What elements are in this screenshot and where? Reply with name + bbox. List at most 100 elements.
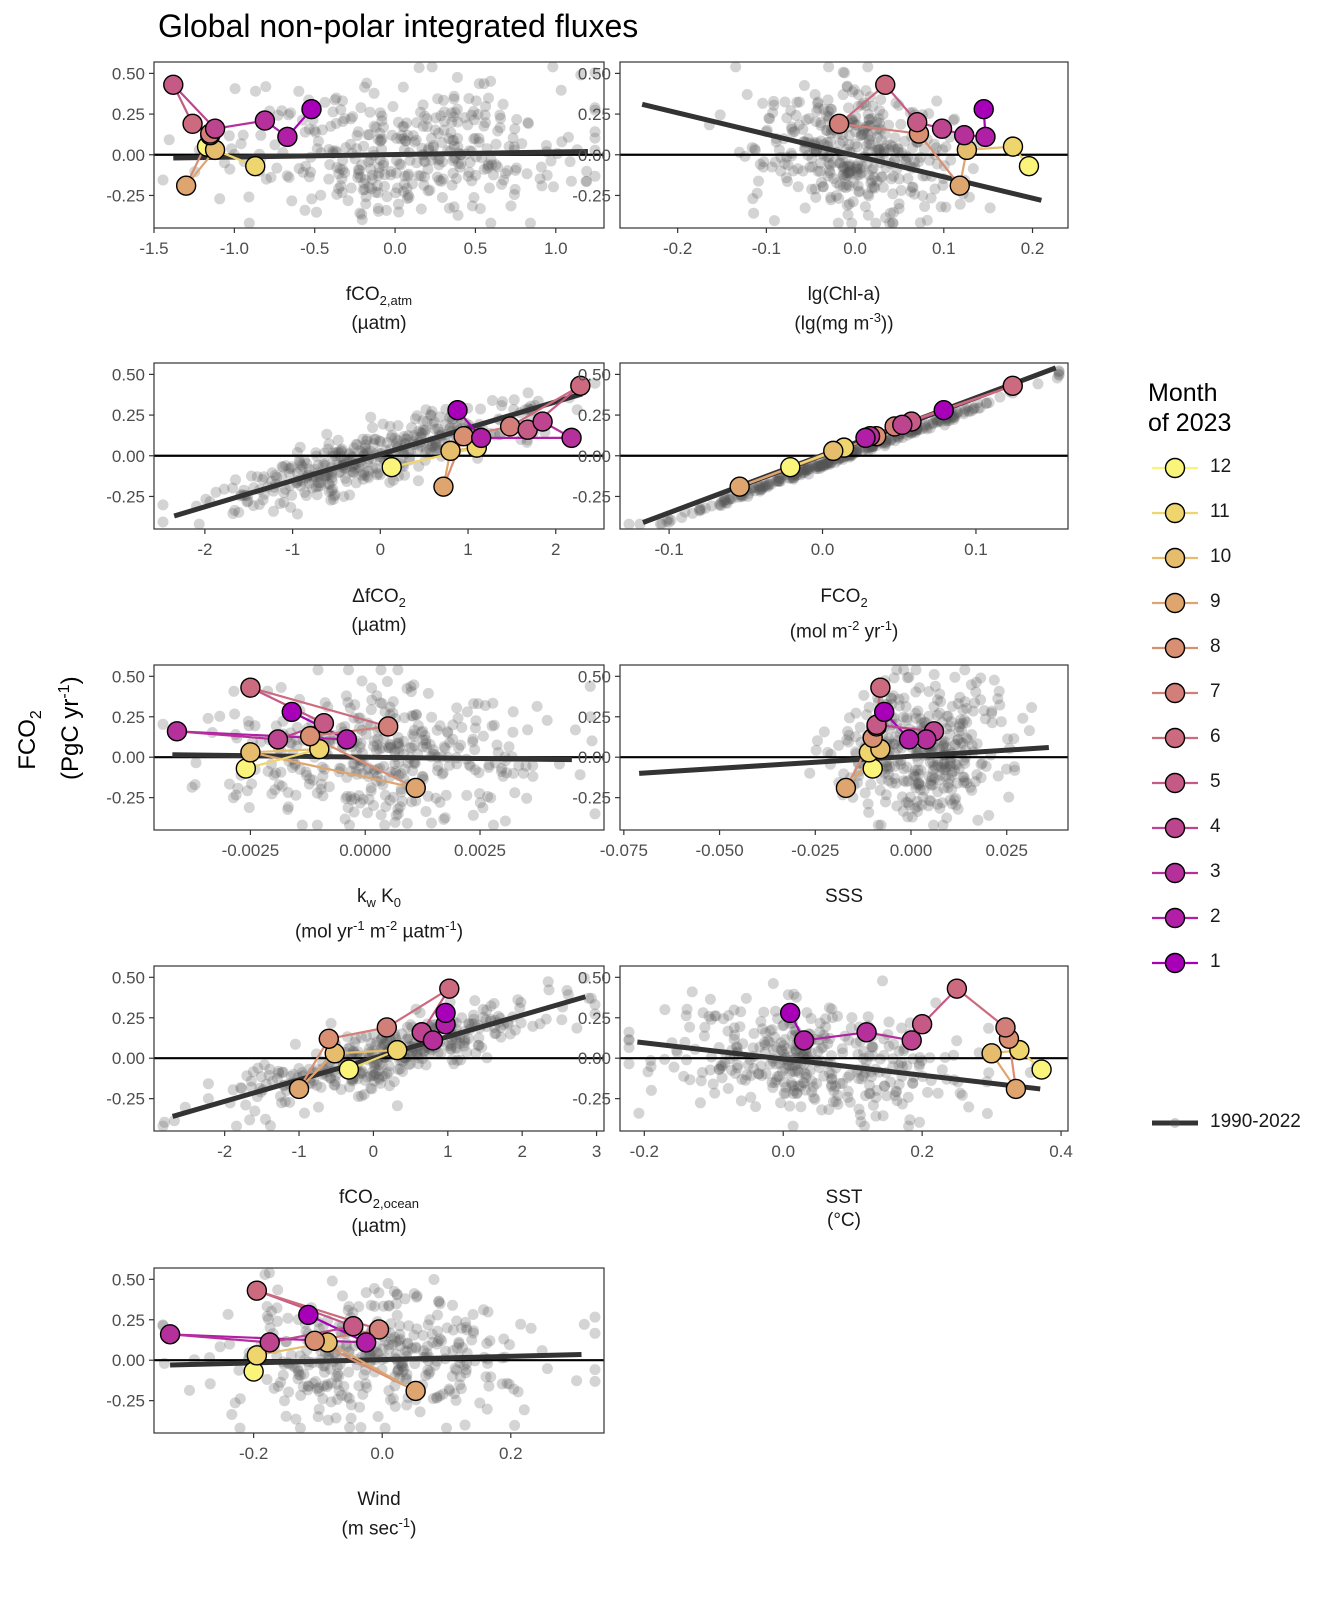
cloud-point — [814, 1026, 826, 1038]
month-point-9 — [729, 476, 750, 497]
cloud-point — [746, 142, 758, 154]
month-point-3 — [916, 729, 937, 750]
y-tick-label: -0.25 — [572, 1090, 611, 1109]
cloud-point — [910, 778, 922, 790]
cloud-point — [357, 184, 369, 196]
x-tick-label: 0.0000 — [339, 841, 391, 860]
cloud-point — [589, 999, 601, 1011]
cloud-point — [684, 1074, 696, 1086]
cloud-point — [227, 482, 239, 494]
cloud-point — [872, 142, 884, 154]
x-tick-label: -0.1 — [654, 540, 683, 559]
cloud-point — [912, 755, 924, 767]
cloud-point — [713, 1063, 725, 1075]
cloud-point — [366, 682, 378, 694]
cloud-point — [757, 483, 768, 495]
cloud-point — [735, 1095, 747, 1107]
cloud-point — [379, 1422, 391, 1433]
cloud-point — [229, 83, 241, 95]
x-tick-label: -0.5 — [300, 239, 329, 258]
cloud-point — [483, 182, 495, 194]
cloud-point — [324, 1363, 336, 1375]
cloud-point — [378, 121, 389, 133]
cloud-point — [443, 1383, 455, 1395]
cloud-point — [260, 81, 272, 93]
cloud-point — [504, 1028, 516, 1040]
cloud-point — [811, 1078, 823, 1089]
cloud-point — [785, 147, 797, 159]
cloud-point — [836, 1043, 848, 1055]
cloud-point — [378, 761, 390, 772]
cloud-point — [379, 1070, 391, 1082]
cloud-point — [325, 494, 337, 506]
cloud-point — [397, 1360, 409, 1372]
cloud-point — [359, 442, 371, 454]
y-tick-label: 0.50 — [578, 64, 611, 83]
cloud-point — [765, 478, 777, 490]
month-point-7 — [499, 416, 521, 437]
cloud-point — [331, 1394, 343, 1405]
cloud-point — [294, 457, 306, 469]
cloud-point — [540, 1013, 552, 1025]
cloud-point — [438, 106, 450, 118]
cloud-point — [463, 166, 475, 178]
cloud-point — [451, 758, 463, 770]
cloud-point — [339, 472, 351, 484]
cloud-point — [410, 795, 422, 807]
cloud-point — [888, 170, 899, 182]
cloud-point — [417, 120, 429, 132]
cloud-point — [412, 475, 424, 487]
cloud-point — [501, 767, 513, 779]
cloud-point — [439, 419, 451, 431]
cloud-point — [779, 96, 791, 108]
cloud-point — [315, 783, 327, 795]
cloud-point — [789, 1066, 801, 1078]
cloud-point — [947, 114, 959, 126]
cloud-point — [885, 139, 897, 151]
cloud-point — [393, 206, 405, 218]
month-point-10 — [240, 742, 261, 763]
cloud-point — [278, 487, 290, 499]
cloud-point — [282, 1312, 294, 1324]
month-path-segment — [509, 384, 581, 428]
cloud-point — [383, 1299, 395, 1311]
cloud-point — [890, 777, 902, 789]
cloud-point — [747, 1042, 759, 1054]
cloud-point — [878, 1080, 890, 1092]
cloud-point — [393, 198, 404, 210]
cloud-point — [589, 377, 601, 389]
cloud-point — [380, 801, 392, 813]
cloud-point — [468, 1009, 479, 1021]
cloud-point — [525, 1322, 537, 1334]
month-point-5 — [906, 112, 928, 133]
legend-item-label: 10 — [1210, 546, 1232, 567]
cloud-point — [578, 972, 590, 984]
scatter-cloud — [804, 665, 1038, 830]
y-tick-label: 0.00 — [112, 146, 145, 165]
cloud-point — [380, 204, 392, 216]
cloud-point — [845, 165, 857, 177]
cloud-point — [820, 458, 832, 470]
cloud-point — [370, 1068, 382, 1079]
y-tick-label: -0.25 — [106, 186, 145, 205]
cloud-point — [787, 1065, 799, 1077]
cloud-point — [659, 1004, 671, 1016]
cloud-point — [900, 155, 912, 167]
cloud-point — [862, 108, 874, 120]
cloud-point — [686, 986, 698, 998]
cloud-point — [377, 1070, 389, 1082]
cloud-point — [769, 1031, 781, 1043]
cloud-point — [478, 1304, 489, 1316]
cloud-point — [853, 185, 865, 197]
cloud-point — [804, 461, 816, 473]
cloud-point — [976, 757, 988, 769]
cloud-point — [376, 1059, 388, 1071]
cloud-point — [940, 771, 951, 783]
cloud-point — [393, 742, 405, 753]
cloud-point — [697, 1007, 709, 1019]
cloud-point — [368, 433, 380, 445]
x-tick-label: 0.2 — [499, 1444, 523, 1463]
y-tick-label: 0.50 — [112, 1270, 145, 1289]
month-point-6 — [875, 74, 896, 95]
cloud-point — [884, 434, 896, 446]
